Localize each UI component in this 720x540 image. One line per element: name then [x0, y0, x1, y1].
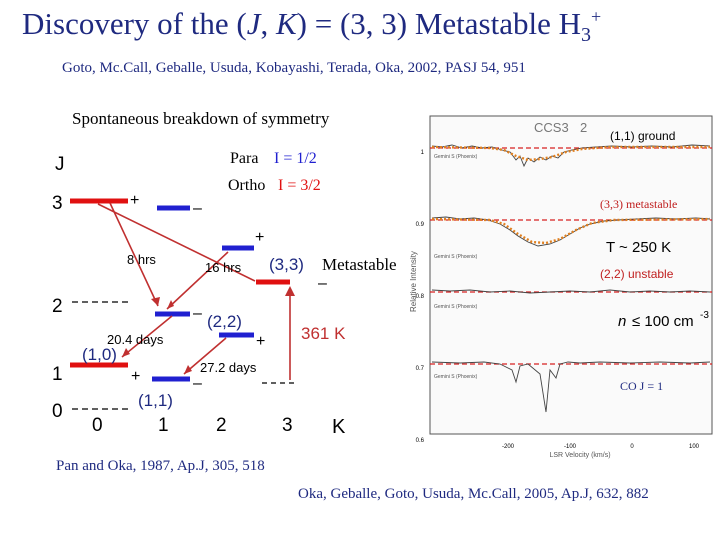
y-tick: 0.9: [416, 222, 425, 228]
annotation-temperature: T ~ 250 K: [606, 239, 671, 256]
arrowhead: [285, 286, 295, 296]
lifetime-27-2-days: 27.2 days: [200, 360, 257, 375]
annotation-density-exp: -3: [700, 310, 709, 321]
j-value-2: 2: [52, 296, 63, 317]
trace-caption: Gemini S (Phoenix): [434, 154, 478, 160]
k-value-3: 3: [282, 415, 293, 436]
y-tick: 0.8: [416, 294, 425, 300]
trace-caption: Gemini S (Phoenix): [434, 374, 478, 380]
y-tick: 0.6: [416, 438, 425, 444]
lifetime-20-4-days: 20.4 days: [107, 332, 164, 347]
parity-plus: +: [256, 333, 265, 350]
annotation-unstable: (2,2) unstable: [600, 267, 674, 281]
x-axis-label: LSR Velocity (km/s): [549, 452, 610, 459]
x-tick: -200: [502, 444, 515, 450]
k-value-2: 2: [216, 415, 227, 436]
annotation-density-prefix: n: [618, 313, 626, 330]
k-value-1: 1: [158, 415, 169, 436]
parity-minus: –: [318, 275, 327, 292]
parity-minus: –: [193, 305, 202, 322]
decay-arrow-j3-j2: [109, 202, 159, 307]
x-tick: 100: [689, 444, 700, 450]
annotation-density: ≤ 100 cm: [632, 313, 694, 330]
j-value-0: 0: [52, 401, 63, 422]
cross-line: [97, 203, 256, 282]
x-tick: 0: [630, 444, 634, 450]
decay-arrow-j2-j1: [121, 315, 173, 358]
lifetime-16hrs: 16 hrs: [205, 260, 242, 275]
x-tick: -100: [564, 444, 577, 450]
arrowhead: [184, 365, 192, 374]
spectrum-header: CCS3: [534, 120, 569, 135]
decay-arrow-j2k2-j1k1: [183, 337, 227, 375]
y-tick: 0.7: [416, 366, 425, 372]
y-axis-label: Relative Intensity: [409, 251, 418, 312]
decay-arrow-j3k2-j2k1: [166, 251, 229, 310]
k-axis-label: K: [332, 416, 346, 438]
para-label: Para: [230, 150, 258, 167]
fit-curve-33: [431, 217, 711, 245]
trace-caption: Gemini S (Phoenix): [434, 254, 478, 260]
reference-oka-2005: Oka, Geballe, Goto, Usuda, Mc.Call, 2005…: [298, 486, 649, 502]
y-tick: 1: [421, 150, 425, 156]
arrowhead: [167, 300, 174, 309]
arrowhead: [122, 348, 130, 357]
page-title: Discovery of the (J, K) = (3, 3) Metasta…: [22, 6, 602, 47]
reference-pan-oka: Pan and Oka, 1987, Ap.J, 305, 518: [56, 458, 265, 474]
state-label-11: (1,1): [138, 391, 173, 410]
metastable-label: Metastable: [322, 255, 397, 274]
j-axis-label: J: [55, 154, 65, 175]
spectrum-plot: 1 0.9 0.8 0.7 0.6 Relative Intensity -20…: [409, 115, 713, 459]
ortho-spin-value: I = 3/2: [278, 177, 321, 194]
ortho-label: Ortho: [228, 177, 265, 194]
subtitle: Spontaneous breakdown of symmetry: [72, 109, 330, 128]
parity-plus: +: [130, 192, 139, 209]
parity-plus: +: [255, 229, 264, 246]
annotation-ground: (1,1) ground: [610, 129, 675, 143]
parity-minus: –: [193, 375, 202, 392]
para-spin-value: I = 1/2: [274, 150, 317, 167]
plot-frame: [429, 115, 713, 435]
parity-minus: –: [193, 200, 202, 217]
trace-caption: Gemini S (Phoenix): [434, 304, 478, 310]
state-label-22: (2,2): [207, 312, 242, 331]
j-value-3: 3: [52, 193, 63, 214]
k-value-0: 0: [92, 415, 103, 436]
state-label-10: (1,0): [82, 345, 117, 364]
arrowhead: [151, 297, 160, 306]
parity-plus: +: [131, 368, 140, 385]
j-value-1: 1: [52, 364, 63, 385]
lifetime-8hrs: 8 hrs: [127, 252, 156, 267]
annotation-metastable: (3,3) metastable: [600, 197, 677, 211]
authors-citation: Goto, Mc.Call, Geballe, Usuda, Kobayashi…: [62, 60, 526, 76]
trace-co: [431, 361, 711, 413]
state-label-33: (3,3): [269, 255, 304, 274]
trace-22-unstable: [431, 289, 711, 294]
spectrum-header-num: 2: [580, 120, 587, 135]
energy-361k: 361 K: [301, 324, 346, 343]
annotation-co: CO J = 1: [620, 379, 663, 393]
